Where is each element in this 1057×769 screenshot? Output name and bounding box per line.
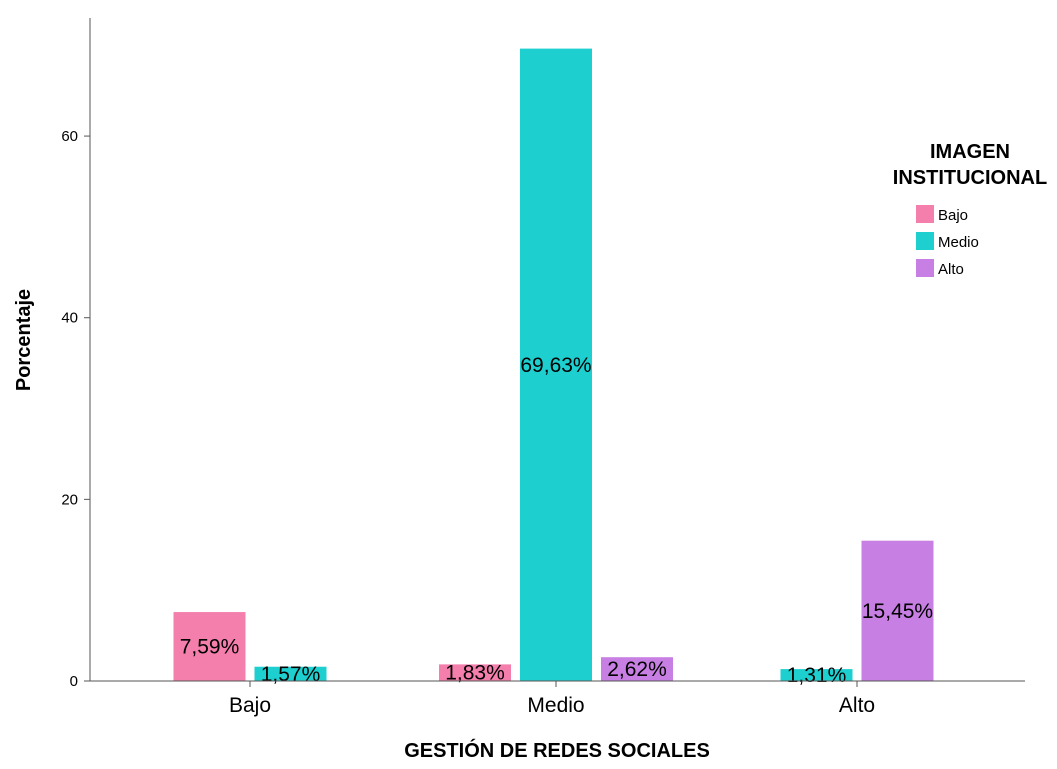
data-label-medio-alto: 2,62% xyxy=(607,658,667,681)
data-label-medio-medio: 69,63% xyxy=(520,354,591,377)
legend: IMAGEN INSTITUCIONAL Bajo Medio Alto xyxy=(893,141,1047,278)
x-tick-label-bajo: Bajo xyxy=(229,694,271,717)
x-axis-title: GESTIÓN DE REDES SOCIALES xyxy=(404,738,710,762)
data-label-bajo-bajo: 7,59% xyxy=(180,636,240,659)
y-tick-label: 60 xyxy=(61,128,78,145)
data-label-alto-alto: 15,45% xyxy=(862,600,933,623)
y-tick-label: 20 xyxy=(61,491,78,508)
bar-alto-alto xyxy=(861,540,934,681)
legend-items: Bajo Medio Alto xyxy=(916,205,979,278)
x-ticks-group: Bajo Medio Alto xyxy=(229,681,875,717)
legend-label-medio: Medio xyxy=(938,234,979,251)
legend-swatch-medio xyxy=(916,232,934,250)
bar-medio-alto xyxy=(601,657,673,681)
legend-title-line-2: INSTITUCIONAL xyxy=(893,167,1047,189)
bars-group xyxy=(173,48,934,681)
y-tick-label: 40 xyxy=(61,310,78,327)
bar-medio-medio xyxy=(520,48,592,681)
bar-bajo-bajo xyxy=(173,612,246,681)
data-label-medio-bajo: 1,83% xyxy=(445,662,505,685)
bar-alto-medio xyxy=(780,669,853,681)
data-label-alto-medio: 1,31% xyxy=(787,664,847,687)
y-tick-label: 0 xyxy=(70,673,78,690)
legend-label-bajo: Bajo xyxy=(938,207,968,224)
data-labels-group: 7,59% 1,57% 1,83% 69,63% 2,62% 1,31% 15,45% xyxy=(180,354,933,687)
data-label-bajo-medio: 1,57% xyxy=(261,663,321,686)
y-ticks-group: 0 20 40 60 xyxy=(61,128,90,690)
legend-label-alto: Alto xyxy=(938,261,964,278)
legend-swatch-bajo xyxy=(916,205,934,223)
legend-swatch-alto xyxy=(916,259,934,277)
legend-title-line-1: IMAGEN xyxy=(930,141,1010,163)
x-tick-label-alto: Alto xyxy=(839,694,875,717)
bar-medio-bajo xyxy=(439,664,511,681)
y-axis-title: Porcentaje xyxy=(13,289,35,391)
bar-bajo-medio xyxy=(254,666,327,681)
x-tick-label-medio: Medio xyxy=(527,694,584,717)
